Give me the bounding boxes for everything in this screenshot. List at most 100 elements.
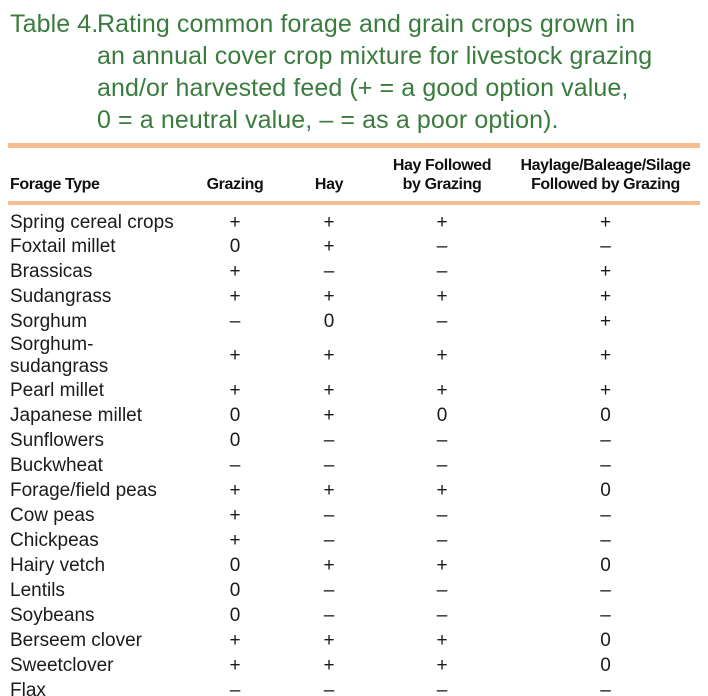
rating-cell: + — [599, 379, 612, 401]
rating-cell: – — [436, 429, 448, 451]
table-row: Cow peas + – – – — [8, 503, 700, 528]
rating-cell: – — [229, 679, 241, 696]
rating-cell: 0 — [229, 579, 241, 601]
rating-cell: – — [229, 310, 241, 332]
rating-cell: + — [436, 212, 448, 233]
rating-cell: + — [229, 529, 241, 551]
forage-type-cell: Sudangrass — [10, 285, 112, 307]
rating-cell: – — [323, 529, 335, 551]
table-body: Spring cereal crops + + + + Foxtail millet 0 + –… — [8, 203, 700, 696]
rating-cell: – — [323, 454, 335, 476]
rating-cell: – — [436, 604, 448, 626]
table-title-line: and/or harvested feed (+ = a good option… — [97, 74, 629, 102]
rating-cell: + — [599, 345, 612, 366]
table-row: Sudangrass + + + + — [8, 284, 700, 309]
table-row: Brassicas + – – + — [8, 259, 700, 284]
rating-cell: + — [323, 654, 335, 676]
rating-cell: – — [600, 529, 611, 551]
forage-type-cell: Lentils — [10, 579, 65, 601]
forage-type-cell: Sunflowers — [10, 429, 104, 451]
table-title-line: Rating common forage and grain crops gro… — [97, 10, 636, 38]
rating-cell: + — [229, 285, 241, 307]
forage-type-cell: Forage/field peas — [10, 479, 157, 501]
rating-cell: + — [436, 345, 448, 366]
forage-type-cell: Sorghum — [10, 310, 88, 332]
rating-cell: – — [600, 429, 611, 451]
rating-cell: + — [436, 629, 448, 651]
rating-cell: – — [323, 504, 335, 526]
rating-cell: 0 — [600, 654, 611, 676]
rating-cell: + — [323, 629, 335, 651]
rating-cell: – — [229, 454, 241, 476]
rating-cell: + — [229, 504, 241, 526]
rating-cell: 0 — [229, 604, 241, 626]
rating-cell: 0 — [600, 479, 611, 501]
rating-cell: 0 — [229, 404, 241, 426]
table-row: Forage/field peas + + +0 — [8, 478, 700, 503]
table-row: Sorghum – 0 – + — [8, 309, 700, 334]
table-row: Sorghum-sudangrass + + + + — [8, 334, 700, 378]
table-title-text: Rating common forage and grain crops gro… — [97, 8, 706, 136]
rating-cell: 0 — [229, 554, 241, 576]
rating-cell: + — [436, 479, 448, 501]
rating-cell: – — [600, 604, 611, 626]
rating-cell: + — [436, 379, 448, 401]
rating-cell: – — [323, 679, 335, 696]
rating-cell: + — [229, 260, 241, 282]
table-row: Buckwheat – – – – — [8, 453, 700, 478]
rating-cell: – — [436, 454, 448, 476]
table-row: Foxtail millet 0 + – – — [8, 234, 700, 259]
column-header-forage-type: Forage Type — [8, 148, 185, 205]
table-title-label: Table 4. — [10, 10, 99, 38]
forage-type-cell: Foxtail millet — [10, 235, 116, 257]
rating-cell: + — [599, 310, 612, 332]
column-header-grazing: Grazing — [185, 148, 285, 205]
forage-type-cell: Pearl millet — [10, 379, 104, 401]
table-title-line: 0 = a neutral value, – = as a poor optio… — [97, 106, 559, 134]
rating-cell: 0 — [323, 310, 335, 332]
rating-cell: – — [600, 679, 611, 696]
rating-cell: – — [436, 310, 448, 332]
rating-cell: + — [323, 479, 335, 501]
rating-cell: – — [323, 604, 335, 626]
rating-cell: + — [599, 260, 612, 282]
rating-cell: + — [323, 235, 335, 257]
forage-type-cell: Brassicas — [10, 260, 93, 282]
rating-cell: + — [229, 629, 241, 651]
rating-cell: + — [323, 285, 335, 307]
table-row: Sunflowers 0 – – – — [8, 428, 700, 453]
rating-cell: + — [229, 212, 241, 233]
forage-type-cell: Flax — [10, 679, 46, 696]
rating-cell: 0 — [600, 629, 611, 651]
table-row: Sweetclover + + +0 — [8, 653, 700, 678]
rating-cell: – — [323, 579, 335, 601]
forage-type-cell: Spring cereal crops — [10, 212, 174, 233]
rating-cell: 0 — [229, 429, 241, 451]
rating-cell: – — [600, 454, 611, 476]
rating-cell: – — [436, 579, 448, 601]
rating-cell: – — [323, 429, 335, 451]
table-row: Soybeans 0 – – – — [8, 603, 700, 628]
table-row: Hairy vetch 0 + +0 — [8, 553, 700, 578]
table-row: Pearl millet + + + + — [8, 378, 700, 403]
rating-cell: + — [229, 654, 241, 676]
forage-type-cell: Berseem clover — [10, 629, 142, 651]
rating-cell: – — [436, 504, 448, 526]
rating-cell: + — [229, 379, 241, 401]
rating-cell: – — [600, 235, 611, 257]
rating-cell: – — [600, 579, 611, 601]
rating-cell: + — [436, 285, 448, 307]
table-row: Japanese millet 0 +0 0 — [8, 403, 700, 428]
rating-cell: 0 — [600, 404, 611, 426]
rating-cell: + — [323, 379, 335, 401]
rating-cell: 0 — [600, 554, 611, 576]
table-title: Table 4. Rating common forage and grain … — [0, 0, 708, 136]
table-row: Spring cereal crops + + + + — [8, 203, 700, 234]
rating-cell: + — [323, 404, 335, 426]
table-row: Berseem clover + + +0 — [8, 628, 700, 653]
rating-cell: + — [599, 212, 612, 233]
column-header-hay: Hay — [285, 148, 373, 205]
table-row: Flax – – – – — [8, 678, 700, 696]
table-title-line: an annual cover crop mixture for livesto… — [97, 42, 653, 70]
